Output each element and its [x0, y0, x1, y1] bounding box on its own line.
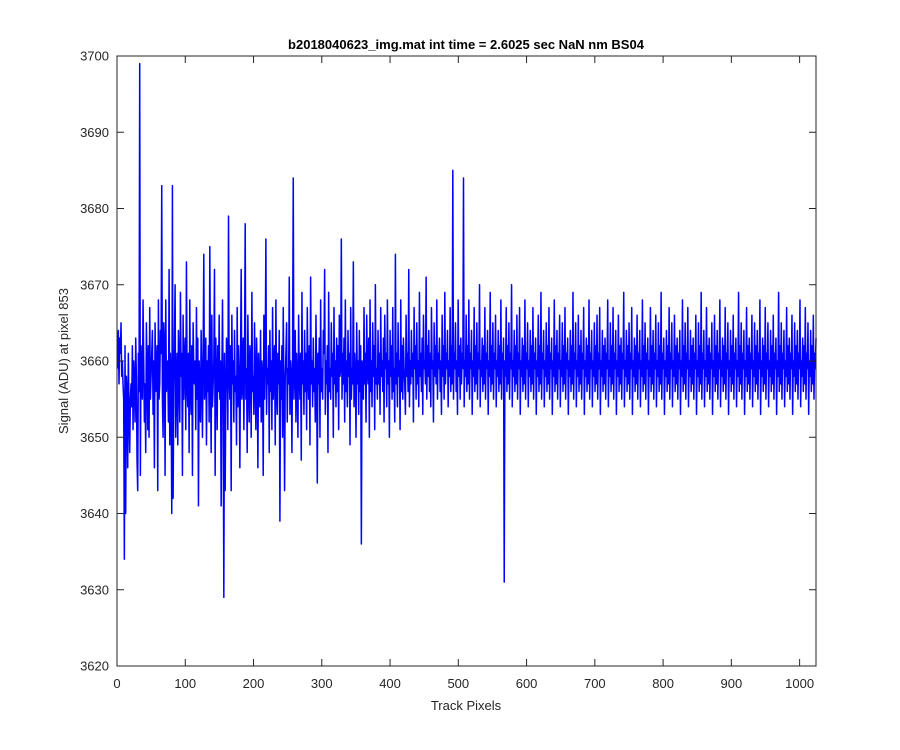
y-tick-label-3660: 3660 — [80, 354, 109, 369]
y-tick-label-3640: 3640 — [80, 506, 109, 521]
y-tick-label-3650: 3650 — [80, 430, 109, 445]
x-tick-label-500: 500 — [447, 676, 469, 691]
y-tick-label-3680: 3680 — [80, 201, 109, 216]
ticks-group: 0 100 200 300 400 500 600 700 800 900 1000 3620 3630… — [80, 49, 816, 691]
y-axis-label: Signal (ADU) at pixel 853 — [56, 288, 71, 434]
x-tick-label-900: 900 — [721, 676, 743, 691]
x-tick-label-200: 200 — [243, 676, 265, 691]
x-tick-label-700: 700 — [584, 676, 606, 691]
x-tick-label-1000: 1000 — [785, 676, 814, 691]
x-tick-label-0: 0 — [113, 676, 120, 691]
x-tick-label-800: 800 — [652, 676, 674, 691]
x-tick-label-300: 300 — [311, 676, 333, 691]
series-group — [116, 62, 817, 599]
y-tick-label-3670: 3670 — [80, 277, 109, 292]
x-tick-label-400: 400 — [379, 676, 401, 691]
series-line-0 — [116, 62, 817, 599]
chart-title: b2018040623_img.mat int time = 2.6025 se… — [288, 37, 645, 52]
x-tick-label-100: 100 — [174, 676, 196, 691]
y-tick-label-3620: 3620 — [80, 659, 109, 674]
y-tick-label-3700: 3700 — [80, 49, 109, 64]
x-axis-label: Track Pixels — [431, 698, 502, 713]
y-tick-label-3630: 3630 — [80, 582, 109, 597]
y-tick-label-3690: 3690 — [80, 125, 109, 140]
x-tick-label-600: 600 — [516, 676, 538, 691]
